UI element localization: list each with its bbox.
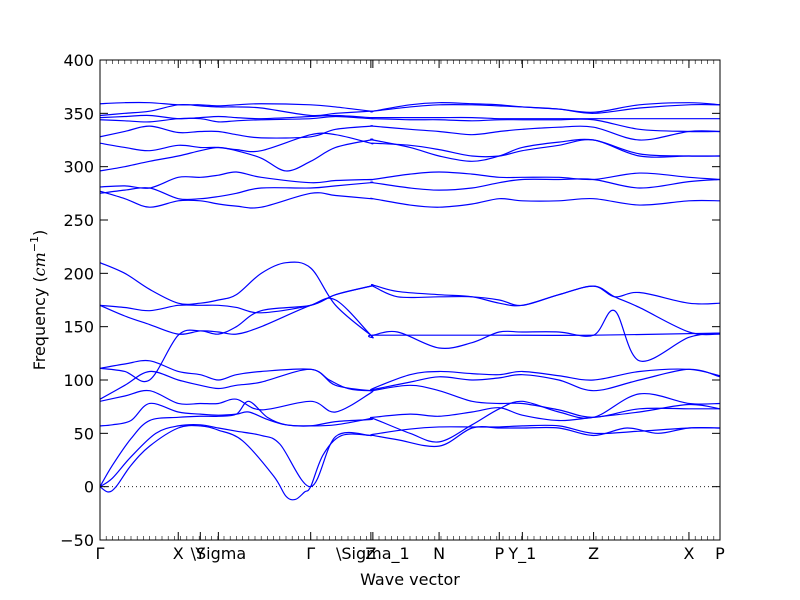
y-axis-ticks: −50 0 50 100 150 200 250 300 350 400	[60, 51, 720, 550]
branch-7	[100, 359, 720, 392]
y-tick-label: 200	[63, 264, 94, 283]
x-tick-label-10: Y_1	[507, 544, 536, 564]
y-tick-label: 350	[63, 104, 94, 123]
y-tick-label: 400	[63, 51, 94, 70]
branch-1	[100, 424, 720, 501]
x-tick-label-13: P	[715, 544, 725, 563]
branch-16	[100, 132, 720, 158]
y-axis-label-text: Frequency (	[30, 276, 49, 370]
branch-14	[100, 171, 720, 189]
y-axis-label-exponent: −1	[28, 236, 41, 252]
branch-11	[100, 261, 720, 338]
branch-19	[100, 114, 720, 120]
branch-2	[100, 424, 720, 488]
x-tick-label-2: X	[173, 544, 184, 563]
y-tick-label: 0	[84, 478, 94, 497]
x-axis-label: Wave vector	[360, 570, 460, 589]
x-tick-label-1: Γ	[96, 544, 105, 563]
y-tick-label: 50	[74, 424, 94, 443]
branch-12	[100, 190, 720, 209]
x-tick-labels: Γ X Y\Sigma Γ Z\Sigma_1 N P Y_1 Z X P	[96, 544, 726, 564]
x-tick-label-5: Γ	[306, 544, 315, 563]
x-tick-label-7: \Sigma_1	[336, 544, 410, 564]
y-axis-label-unit: cm	[30, 252, 49, 276]
branch-3	[100, 400, 720, 487]
branch-15	[100, 138, 720, 172]
y-tick-label: 250	[63, 211, 94, 230]
branch-21	[100, 101, 720, 113]
dispersion-branches	[100, 101, 720, 501]
x-tick-label-3: Y	[194, 544, 205, 563]
plot-frame	[99, 59, 721, 541]
x-tick-label-11: Z	[588, 544, 599, 563]
y-tick-label: 300	[63, 158, 94, 177]
branch-17	[100, 125, 720, 141]
x-tick-label-9: P	[494, 544, 504, 563]
y-tick-label: 100	[63, 371, 94, 390]
y-axis-label-close: )	[30, 230, 49, 236]
x-tick-label-12: X	[683, 544, 694, 563]
x-tick-label-8: N	[433, 544, 445, 563]
y-tick-label: 150	[63, 318, 94, 337]
y-axis-label: Frequency (cm−1)	[28, 230, 49, 371]
branch-4	[100, 392, 720, 443]
x-tick-label-4: \Sigma	[191, 544, 247, 563]
branch-10	[100, 284, 720, 314]
y-tick-label: −50	[60, 531, 94, 550]
x-tick-label-6: Z	[365, 544, 376, 563]
